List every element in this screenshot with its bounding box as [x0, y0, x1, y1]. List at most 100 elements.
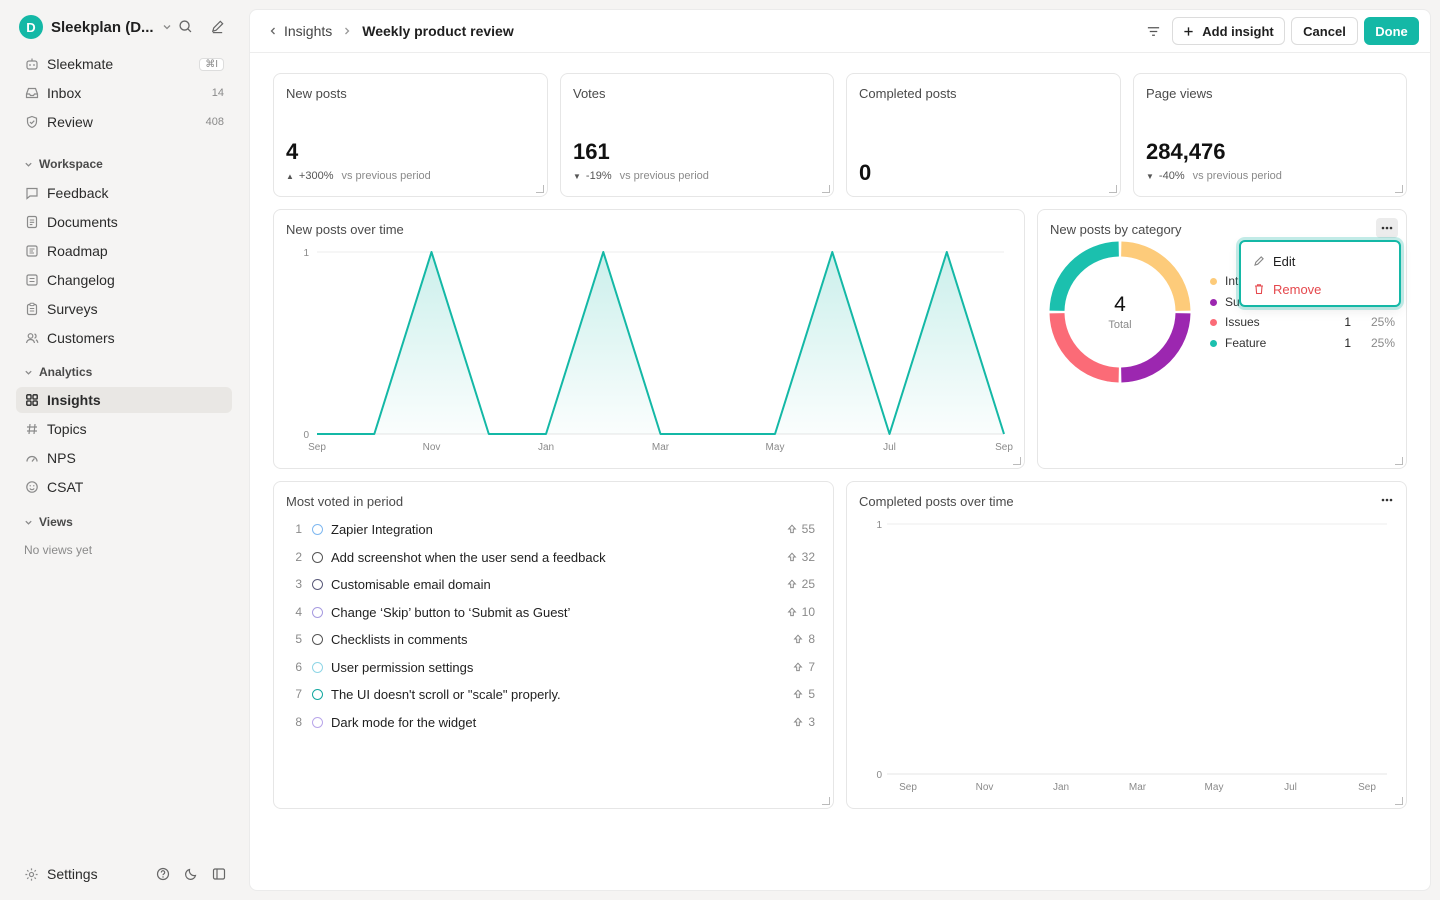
sidebar-item-documents[interactable]: Documents — [16, 209, 232, 235]
sidebar-item-changelog[interactable]: Changelog — [16, 267, 232, 293]
section-analytics[interactable]: Analytics — [24, 365, 92, 379]
sidebar-item-roadmap[interactable]: Roadmap — [16, 238, 232, 264]
plus-icon — [1183, 26, 1194, 37]
post-title: Dark mode for the widget — [331, 714, 477, 730]
section-label: Workspace — [39, 157, 103, 171]
sidebar-toggle-icon[interactable] — [212, 867, 226, 881]
vote-count: 25 — [787, 577, 815, 591]
more-options-button[interactable] — [1376, 490, 1398, 510]
list-item[interactable]: 7 The UI doesn't scroll or "scale" proper… — [286, 684, 819, 704]
breadcrumb-parent[interactable]: Insights — [284, 23, 333, 39]
help-icon[interactable] — [156, 867, 170, 881]
section-workspace[interactable]: Workspace — [24, 157, 103, 171]
upvote-arrow-icon — [793, 634, 803, 644]
sidebar-item-csat[interactable]: CSAT — [16, 474, 232, 500]
y-tick-label: 1 — [303, 248, 309, 259]
resize-handle[interactable] — [1395, 797, 1403, 805]
sidebar-item-nps[interactable]: NPS — [16, 445, 232, 471]
section-label: Analytics — [39, 365, 93, 379]
cancel-button[interactable]: Cancel — [1291, 17, 1358, 45]
sidebar-item-label: Documents — [47, 214, 118, 230]
stat-delta: ▲ +300% vs previous period — [286, 170, 431, 182]
sidebar-item-surveys[interactable]: Surveys — [16, 296, 232, 322]
count-badge: 408 — [205, 116, 224, 128]
stat-title: Page views — [1146, 86, 1213, 101]
stat-card-completed-posts[interactable]: Completed posts 0 — [846, 73, 1121, 197]
sidebar-item-feedback[interactable]: Feedback — [16, 180, 232, 206]
resize-handle[interactable] — [1395, 185, 1403, 193]
donut-chart — [1049, 241, 1191, 383]
delta-caption: vs previous period — [341, 170, 431, 182]
list-item[interactable]: 1 Zapier Integration 55 — [286, 519, 819, 539]
sidebar-item-sleekmate[interactable]: Sleekmate ⌘I — [16, 51, 232, 77]
x-tick-label: Mar — [1129, 782, 1147, 793]
stat-title: New posts — [286, 86, 347, 101]
resize-handle[interactable] — [822, 185, 830, 193]
donut-total-label: Total — [1108, 319, 1132, 331]
settings-label: Settings — [47, 866, 98, 882]
list-item[interactable]: 8 Dark mode for the widget 3 — [286, 712, 819, 732]
stat-card-votes[interactable]: Votes 161 ▼ -19% vs previous period — [560, 73, 834, 197]
search-icon[interactable] — [178, 19, 193, 34]
sidebar-item-label: Surveys — [47, 301, 98, 317]
chart-card-completed-posts-over-time[interactable]: Completed posts over time 1 0 Sep Nov Jan Mar… — [846, 481, 1407, 809]
stat-card-new-posts[interactable]: New posts 4 ▲ +300% vs previous period — [273, 73, 548, 197]
x-tick-label: Nov — [976, 782, 994, 793]
chevron-down-icon — [24, 368, 33, 377]
sidebar-item-insights[interactable]: Insights — [16, 387, 232, 413]
post-title: Change ‘Skip’ button to ‘Submit as Guest… — [331, 604, 571, 620]
rank-number: 7 — [295, 687, 302, 701]
sidebar-item-customers[interactable]: Customers — [16, 325, 232, 351]
menu-item-remove[interactable]: Remove — [1253, 279, 1321, 299]
list-item[interactable]: 2 Add screenshot when the user send a fee… — [286, 547, 819, 567]
chevron-left-icon[interactable] — [268, 26, 278, 36]
resize-handle[interactable] — [1395, 457, 1403, 465]
compose-icon[interactable] — [210, 19, 225, 34]
vote-count: 3 — [793, 715, 815, 729]
sidebar-item-topics[interactable]: Topics — [16, 416, 232, 442]
upvote-arrow-icon — [793, 662, 803, 672]
stat-value: 4 — [286, 139, 299, 164]
series-line — [317, 251, 1005, 435]
rank-number: 6 — [295, 660, 302, 674]
settings-link[interactable]: Settings — [24, 866, 98, 882]
x-tick-label: Jan — [1053, 782, 1069, 793]
resize-handle[interactable] — [536, 185, 544, 193]
x-tick-label: Jul — [883, 442, 896, 453]
moon-icon[interactable] — [184, 867, 198, 881]
list-item[interactable]: 4 Change ‘Skip’ button to ‘Submit as Gues… — [286, 602, 819, 622]
sidebar-item-label: Roadmap — [47, 243, 108, 259]
changelog-icon — [24, 273, 39, 288]
list-item[interactable]: 3 Customisable email domain 25 — [286, 574, 819, 594]
upvote-arrow-icon — [787, 579, 797, 589]
most-voted-card[interactable]: Most voted in period 1 Zapier Integration… — [273, 481, 834, 809]
page-title: Weekly product review — [362, 23, 514, 39]
chevron-down-icon — [24, 160, 33, 169]
add-insight-button[interactable]: Add insight — [1172, 17, 1285, 45]
more-options-button[interactable] — [1376, 218, 1398, 238]
section-views[interactable]: Views — [24, 515, 73, 529]
resize-handle[interactable] — [1013, 457, 1021, 465]
menu-item-edit[interactable]: Edit — [1253, 251, 1295, 271]
chart-card-new-posts-over-time[interactable]: New posts over time 1 0 Sep Nov Jan Mar May Jul… — [273, 209, 1025, 469]
list-item[interactable]: 6 User permission settings 7 — [286, 657, 819, 677]
done-button[interactable]: Done — [1364, 17, 1419, 45]
inbox-icon — [24, 86, 39, 101]
button-label: Add insight — [1202, 23, 1274, 39]
rank-number: 8 — [295, 715, 302, 729]
legend-percent: 25% — [1370, 315, 1395, 329]
line-chart: 1 0 Sep Nov Jan Mar May Jul Sep — [876, 520, 1387, 793]
shortcut-badge: ⌘I — [199, 57, 224, 71]
hash-icon — [24, 422, 39, 437]
resize-handle[interactable] — [822, 797, 830, 805]
workspace-switcher[interactable]: D Sleekplan (D... — [19, 15, 239, 39]
list-item[interactable]: 5 Checklists in comments 8 — [286, 629, 819, 649]
stat-card-page-views[interactable]: Page views 284,476 ▼ -40% vs previous pe… — [1133, 73, 1407, 197]
sidebar-item-label: Insights — [47, 392, 101, 408]
filter-icon[interactable] — [1146, 24, 1161, 39]
resize-handle[interactable] — [1109, 185, 1117, 193]
sidebar-item-label: CSAT — [47, 479, 84, 495]
sidebar: D Sleekplan (D... Sleekmate ⌘I Inbox 14 … — [0, 0, 248, 900]
sidebar-item-inbox[interactable]: Inbox 14 — [16, 80, 232, 106]
sidebar-item-review[interactable]: Review 408 — [16, 109, 232, 135]
